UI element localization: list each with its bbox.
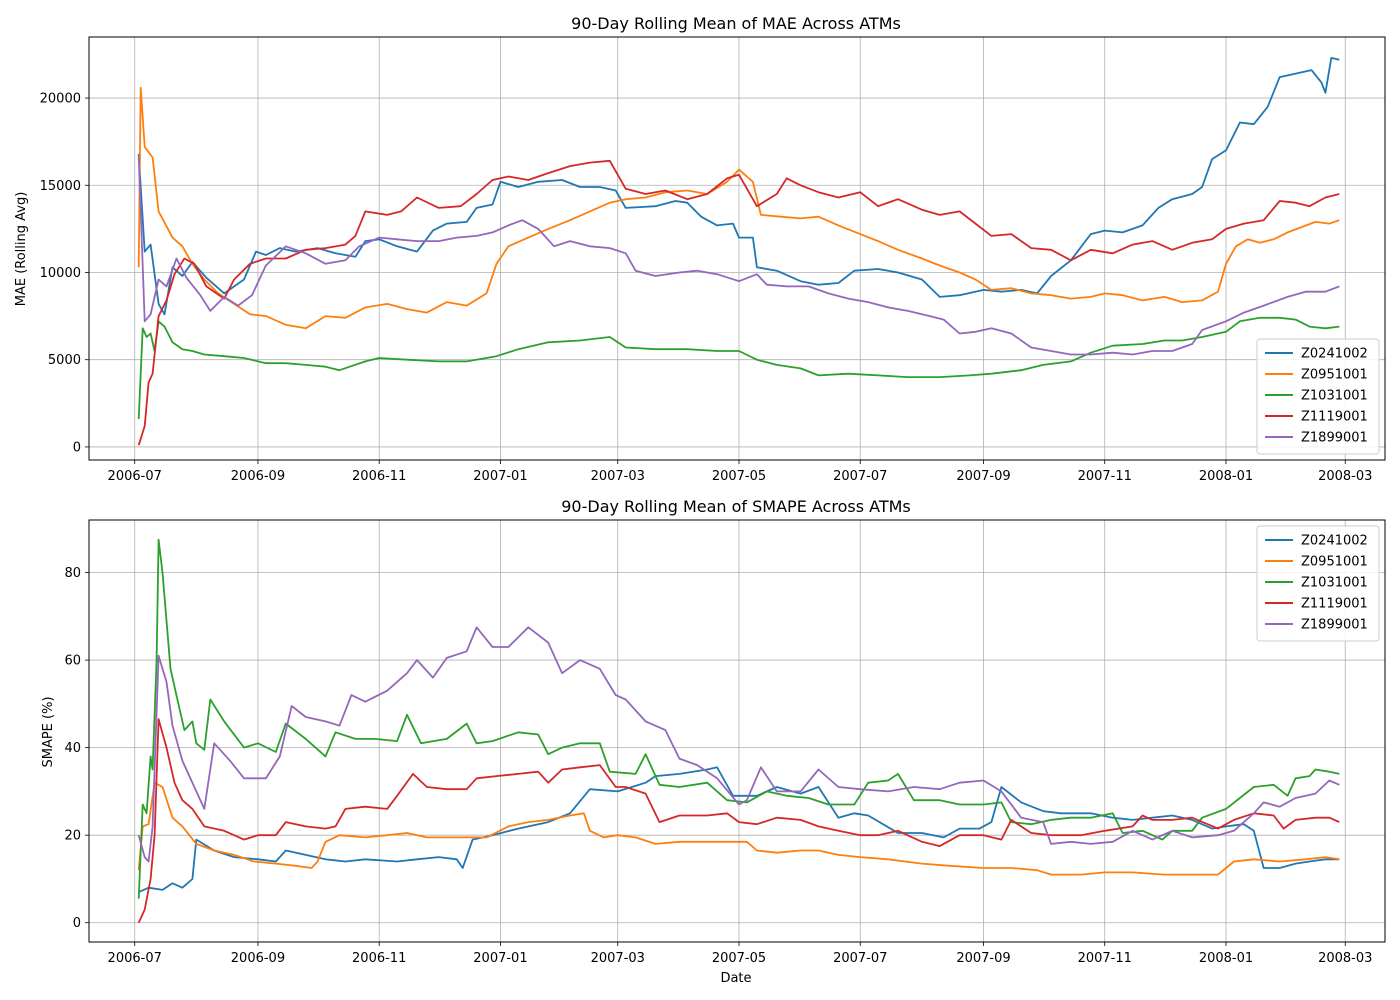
mae-y-tick-label: 15000 xyxy=(40,179,81,194)
mae-y-axis-label: MAE (Rolling Avg) xyxy=(14,192,29,307)
mae-legend-label: Z0241002 xyxy=(1301,347,1368,362)
mae-x-tick-label: 2007-03 xyxy=(591,469,645,484)
mae-legend-label: Z1899001 xyxy=(1301,431,1368,446)
mae-legend: Z0241002 Z0951001 Z1031001 Z1119001 Z1899001 xyxy=(1256,338,1380,455)
smape-chart: 90-Day Rolling Mean of SMAPE Across ATMs… xyxy=(41,497,1386,986)
smape-x-axis-label: Date xyxy=(720,971,751,986)
mae-legend-label: Z0951001 xyxy=(1301,368,1368,383)
mae-series-line-z1031001 xyxy=(137,316,1340,420)
smape-y-tick-label: 20 xyxy=(64,829,81,844)
smape-grid xyxy=(89,520,1385,942)
mae-legend-box xyxy=(1256,338,1380,455)
mae-series xyxy=(137,57,1340,446)
smape-legend: Z0241002 Z0951001 Z1031001 Z1119001 Z1899001 xyxy=(1256,525,1380,642)
smape-y-tick-label: 40 xyxy=(64,741,81,756)
mae-y-tick-label: 20000 xyxy=(40,92,81,107)
mae-x-tick-label: 2008-03 xyxy=(1318,469,1372,484)
mae-x-tick-label: 2006-09 xyxy=(231,469,285,484)
mae-legend-label: Z1119001 xyxy=(1301,410,1368,425)
smape-series xyxy=(137,538,1340,924)
smape-series-line-z1119001 xyxy=(137,718,1340,924)
smape-chart-title: 90-Day Rolling Mean of SMAPE Across ATMs xyxy=(561,497,911,516)
mae-y-tick-label: 0 xyxy=(73,440,81,455)
smape-series-line-z0241002 xyxy=(138,766,1340,893)
mae-x-tick-label: 2007-01 xyxy=(473,469,527,484)
mae-series-line-z1899001 xyxy=(137,155,1340,356)
smape-x-tick-label: 2007-11 xyxy=(1078,951,1132,966)
smape-series-line-z0951001 xyxy=(137,781,1340,876)
smape-y-tick-label: 0 xyxy=(73,916,81,931)
smape-x-tick-label: 2006-11 xyxy=(352,951,406,966)
mae-x-tick-label: 2007-07 xyxy=(833,469,887,484)
smape-legend-label: Z1031001 xyxy=(1301,576,1368,591)
smape-x-tick-label: 2008-01 xyxy=(1199,951,1253,966)
smape-legend-label: Z1899001 xyxy=(1301,618,1368,633)
mae-x-tick-label: 2007-11 xyxy=(1078,469,1132,484)
smape-legend-label: Z0951001 xyxy=(1301,555,1368,570)
mae-chart: 90-Day Rolling Mean of MAE Across ATMs M… xyxy=(14,14,1386,484)
smape-x-tick-label: 2006-07 xyxy=(108,951,162,966)
smape-x-tick-label: 2008-03 xyxy=(1318,951,1372,966)
mae-x-tick-label: 2006-11 xyxy=(352,469,406,484)
smape-series-line-z1031001 xyxy=(137,538,1340,899)
smape-legend-label: Z0241002 xyxy=(1301,534,1368,549)
smape-plot-frame xyxy=(88,519,1386,943)
smape-legend-box xyxy=(1256,525,1380,642)
smape-y-tick-label: 60 xyxy=(64,654,81,669)
smape-y-axis-label: SMAPE (%) xyxy=(41,696,56,767)
smape-y-tick-label: 80 xyxy=(64,566,81,581)
smape-x-tick-label: 2007-03 xyxy=(591,951,645,966)
smape-x-tick-label: 2007-07 xyxy=(833,951,887,966)
mae-legend-label: Z1031001 xyxy=(1301,389,1368,404)
mae-plot-frame xyxy=(88,36,1386,461)
mae-y-tick-label: 10000 xyxy=(40,266,81,281)
mae-y-tick-label: 5000 xyxy=(48,353,81,368)
mae-x-tick-label: 2007-05 xyxy=(712,469,766,484)
mae-grid xyxy=(89,37,1385,460)
smape-x-tick-label: 2006-09 xyxy=(231,951,285,966)
smape-ticks: 2006-07 2006-09 2006-11 2007-01 2007-03 2007-… xyxy=(64,566,1372,966)
mae-x-tick-label: 2006-07 xyxy=(108,469,162,484)
smape-x-tick-label: 2007-01 xyxy=(473,951,527,966)
smape-x-tick-label: 2007-09 xyxy=(956,951,1010,966)
mae-x-tick-label: 2008-01 xyxy=(1199,469,1253,484)
smape-legend-label: Z1119001 xyxy=(1301,597,1368,612)
smape-x-tick-label: 2007-05 xyxy=(712,951,766,966)
mae-ticks: 2006-07 2006-09 2006-11 2007-01 2007-03 2007-… xyxy=(40,92,1373,484)
smape-series-line-z1899001 xyxy=(137,626,1340,863)
mae-x-tick-label: 2007-09 xyxy=(956,469,1010,484)
mae-chart-title: 90-Day Rolling Mean of MAE Across ATMs xyxy=(571,14,901,33)
mae-series-line-z1119001 xyxy=(137,159,1340,446)
